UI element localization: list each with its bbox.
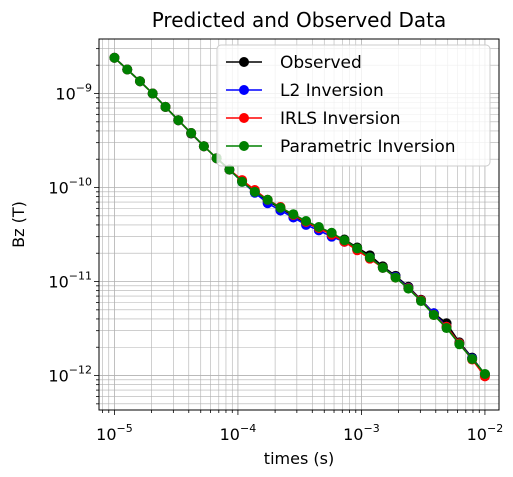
chart-title: Predicted and Observed Data [152,8,447,32]
legend-label: Observed [280,53,362,73]
y-tick-label: 10−12 [48,364,92,386]
y-tick-label: 10−10 [48,176,92,198]
x-tick-label: 10−5 [96,422,133,444]
data-point-parametric-inversion [122,64,133,75]
y-axis-label: Bz (T) [9,201,28,248]
legend-item-observed: Observed [226,53,362,73]
legend-marker [239,113,249,123]
data-point-parametric-inversion [416,296,427,307]
legend-marker [239,141,249,151]
data-point-parametric-inversion [301,216,312,227]
data-point-parametric-inversion [275,202,286,213]
data-point-parametric-inversion [467,353,478,364]
legend-marker [239,57,249,67]
data-point-parametric-inversion [173,115,184,126]
data-point-parametric-inversion [326,227,337,238]
data-point-parametric-inversion [198,141,209,152]
legend-frame [216,44,491,167]
legend-item-irls-inversion: IRLS Inversion [226,109,401,129]
data-point-parametric-inversion [352,243,363,254]
legend: Observed L2 Inversion IRLS Inversion Parame… [216,44,491,167]
data-point-parametric-inversion [364,252,375,263]
data-point-parametric-inversion [237,176,248,187]
data-point-parametric-inversion [441,323,452,334]
legend-label: L2 Inversion [280,81,384,101]
legend-marker [239,85,249,95]
data-point-parametric-inversion [186,128,197,139]
series-parametric-inversion [109,52,490,379]
data-point-parametric-inversion [262,194,273,205]
data-point-parametric-inversion [109,52,120,63]
legend-item-parametric-inversion: Parametric Inversion [226,137,456,157]
data-point-parametric-inversion [428,310,439,321]
data-point-parametric-inversion [288,209,299,220]
data-point-parametric-inversion [134,76,145,87]
y-tick-label: 10−11 [48,270,92,292]
data-point-parametric-inversion [390,272,401,283]
x-axis-label: times (s) [264,449,334,468]
legend-label: IRLS Inversion [280,109,401,129]
legend-item-l2-inversion: L2 Inversion [226,81,384,101]
data-point-parametric-inversion [160,101,171,112]
plot-frame [98,38,500,411]
data-point-parametric-inversion [403,283,414,294]
ticks: 10−5 10−4 10−3 10−2 10−12 10−11 10−10 10−9 [48,48,504,444]
data-point-parametric-inversion [454,339,465,350]
data-point-parametric-inversion [249,186,260,197]
data-point-parametric-inversion [339,235,350,246]
series-layer [109,52,490,382]
x-tick-label: 10−2 [467,422,504,444]
legend-label: Parametric Inversion [280,137,456,157]
data-point-parametric-inversion [147,88,158,99]
data-point-parametric-inversion [479,368,490,379]
x-tick-label: 10−4 [220,422,257,444]
x-tick-label: 10−3 [343,422,380,444]
data-point-parametric-inversion [313,222,324,233]
data-point-parametric-inversion [377,262,388,273]
y-tick-label: 10−9 [55,82,92,104]
data-point-parametric-inversion [224,164,235,175]
